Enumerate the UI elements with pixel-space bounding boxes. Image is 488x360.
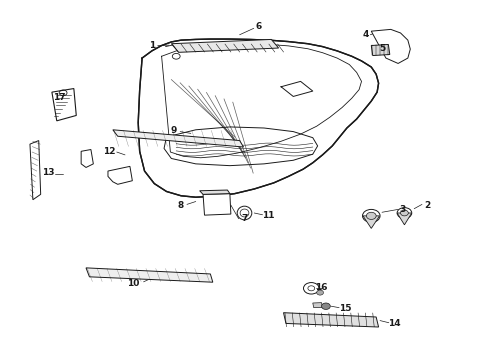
Polygon shape	[30, 140, 41, 200]
Polygon shape	[108, 166, 132, 184]
Text: 3: 3	[399, 205, 405, 214]
Polygon shape	[312, 303, 322, 308]
Text: 1: 1	[148, 41, 155, 50]
Circle shape	[316, 290, 323, 295]
Text: 17: 17	[53, 93, 65, 102]
Text: 13: 13	[42, 168, 55, 177]
Text: 10: 10	[127, 279, 139, 288]
Text: 12: 12	[102, 147, 115, 156]
Polygon shape	[370, 44, 389, 55]
Polygon shape	[81, 149, 93, 167]
Polygon shape	[370, 30, 409, 63]
Text: 9: 9	[170, 126, 177, 135]
Text: 5: 5	[378, 44, 385, 53]
Polygon shape	[113, 130, 243, 147]
Polygon shape	[86, 268, 212, 282]
Polygon shape	[52, 89, 76, 121]
Polygon shape	[396, 213, 411, 225]
Text: 16: 16	[315, 283, 327, 292]
Text: 14: 14	[387, 319, 400, 328]
Text: 6: 6	[255, 22, 261, 31]
Polygon shape	[362, 216, 379, 228]
Text: 8: 8	[178, 201, 184, 210]
Text: 4: 4	[362, 30, 368, 39]
Text: 7: 7	[241, 214, 247, 223]
Polygon shape	[171, 40, 278, 52]
Text: 11: 11	[261, 211, 274, 220]
Text: 2: 2	[424, 201, 429, 210]
Polygon shape	[138, 39, 378, 197]
Polygon shape	[283, 313, 378, 327]
Text: 15: 15	[338, 304, 350, 313]
Circle shape	[366, 212, 375, 220]
Circle shape	[400, 210, 407, 216]
Circle shape	[321, 303, 330, 310]
Polygon shape	[199, 190, 229, 194]
Polygon shape	[203, 194, 230, 215]
